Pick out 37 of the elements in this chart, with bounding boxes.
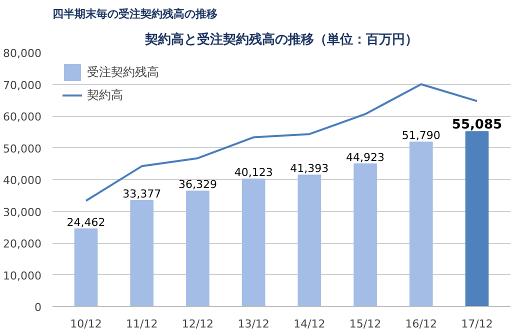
chart-subtitle: 契約高と受注契約残高の推移（単位：百万円） [144,32,418,48]
x-tick-label: 16/12 [405,318,437,330]
data-label: 55,085 [452,118,502,133]
x-tick-label: 12/12 [182,318,214,330]
y-tick-label: 30,000 [3,206,42,219]
bar [354,163,377,306]
x-tick-label: 10/12 [70,318,102,330]
bar [242,178,266,306]
y-tick-label: 0 [34,301,42,314]
y-tick-label: 50,000 [3,142,42,156]
bar [186,190,210,306]
y-tick-label: 10,000 [3,269,42,282]
bar [130,200,154,306]
chart-title: 四半期末毎の受注契約残高の推移 [52,8,218,20]
data-label: 41,393 [290,162,329,176]
y-tick-label: 70,000 [3,78,42,92]
legend-label: 受注契約残高 [87,64,159,80]
data-label: 33,377 [122,188,162,201]
bar [465,131,489,306]
y-tick-label: 60,000 [3,110,42,124]
data-label: 24,462 [66,216,106,229]
y-tick-label: 80,000 [3,47,42,60]
x-tick-label: 11/12 [126,318,158,330]
x-tick-label: 15/12 [349,318,382,330]
data-label: 44,923 [346,150,385,164]
data-label: 40,123 [234,166,273,180]
x-tick-label: 13/12 [238,318,270,330]
y-tick-label: 20,000 [3,238,42,250]
bar [298,174,322,306]
x-tick-label: 14/12 [294,318,326,330]
x-tick-label: 17/12 [461,318,493,330]
legend-label: 契約高 [87,86,123,104]
bar [74,228,98,306]
y-tick-label: 40,000 [3,174,42,187]
bar [409,142,433,306]
data-label: 51,790 [402,129,440,142]
data-label: 36,329 [178,178,217,192]
